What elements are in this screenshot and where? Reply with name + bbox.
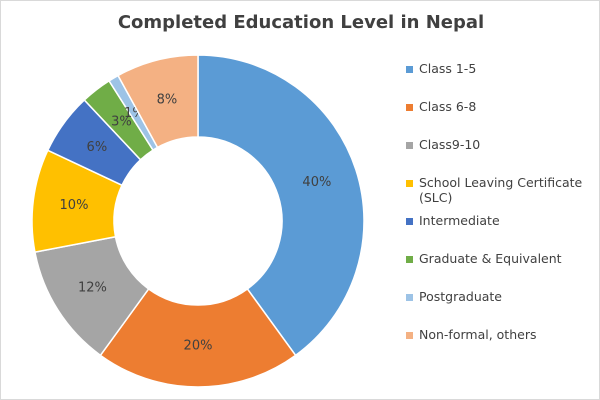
legend-swatch	[406, 180, 413, 187]
legend-item: Class9-10	[406, 137, 596, 175]
legend-item: Postgraduate	[406, 289, 596, 327]
legend-swatch	[406, 332, 413, 339]
data-label: 12%	[78, 280, 107, 295]
legend-item: Intermediate	[406, 213, 596, 251]
slice	[99, 287, 297, 388]
data-label: 20%	[184, 339, 213, 354]
data-label: 8%	[157, 92, 178, 107]
legend-swatch	[406, 142, 413, 149]
legend-label: Intermediate	[419, 213, 500, 228]
chart-title: Completed Education Level in Nepal	[118, 12, 484, 33]
data-label: 3%	[111, 115, 132, 130]
legend-swatch	[406, 218, 413, 225]
legend-label: School Leaving Certificate (SLC)	[419, 175, 583, 205]
slice	[117, 54, 199, 149]
legend-item: Non-formal, others	[406, 327, 596, 365]
legend-item: Class 6-8	[406, 99, 596, 137]
legend-label: Non-formal, others	[419, 327, 537, 342]
legend-label: Graduate & Equivalent	[419, 251, 562, 266]
data-label: 6%	[87, 140, 108, 155]
legend-label: Postgraduate	[419, 289, 502, 304]
legend-label: Class 1-5	[419, 61, 477, 76]
legend-swatch	[406, 66, 413, 73]
legend-item: School Leaving Certificate (SLC)	[406, 175, 596, 213]
legend-item: Class 1-5	[406, 61, 596, 99]
legend-label: Class9-10	[419, 137, 481, 152]
data-label: 10%	[60, 198, 89, 213]
legend-swatch	[406, 256, 413, 263]
data-label: 40%	[302, 175, 331, 190]
legend-label: Class 6-8	[419, 99, 477, 114]
legend-item: Graduate & Equivalent	[406, 251, 596, 289]
legend: Class 1-5 Class 6-8 Class9-10 School Leavin…	[406, 61, 596, 365]
legend-swatch	[406, 294, 413, 301]
slice	[197, 54, 365, 357]
legend-swatch	[406, 104, 413, 111]
